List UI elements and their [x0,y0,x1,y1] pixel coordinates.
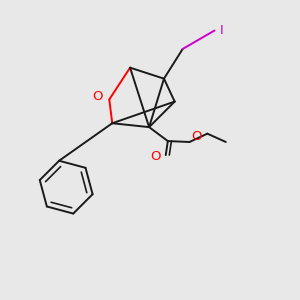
Text: O: O [150,150,160,163]
Text: I: I [220,24,224,37]
Text: O: O [92,90,103,103]
Text: O: O [192,130,202,143]
